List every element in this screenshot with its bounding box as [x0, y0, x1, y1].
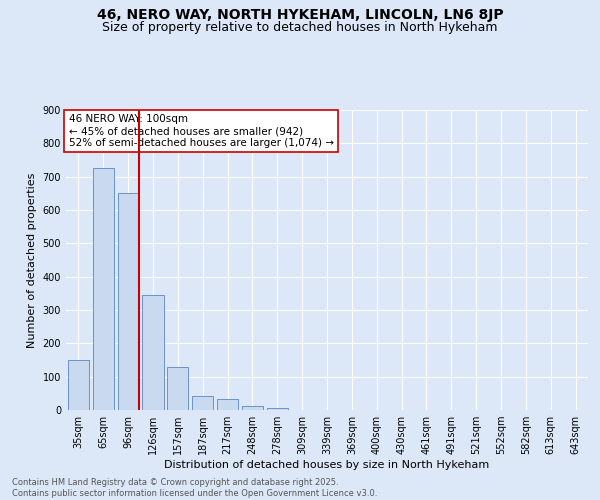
- Bar: [217, 400, 238, 410]
- Bar: [118, 194, 139, 410]
- Bar: [167, 366, 188, 410]
- Bar: [267, 408, 288, 410]
- Text: 46, NERO WAY, NORTH HYKEHAM, LINCOLN, LN6 8JP: 46, NERO WAY, NORTH HYKEHAM, LINCOLN, LN…: [97, 8, 503, 22]
- X-axis label: Distribution of detached houses by size in North Hykeham: Distribution of detached houses by size …: [164, 460, 490, 470]
- Y-axis label: Number of detached properties: Number of detached properties: [27, 172, 37, 348]
- Text: Size of property relative to detached houses in North Hykeham: Size of property relative to detached ho…: [102, 21, 498, 34]
- Text: 46 NERO WAY: 100sqm
← 45% of detached houses are smaller (942)
52% of semi-detac: 46 NERO WAY: 100sqm ← 45% of detached ho…: [68, 114, 334, 148]
- Bar: [142, 295, 164, 410]
- Bar: [192, 396, 213, 410]
- Bar: [68, 360, 89, 410]
- Text: Contains HM Land Registry data © Crown copyright and database right 2025.
Contai: Contains HM Land Registry data © Crown c…: [12, 478, 377, 498]
- Bar: [93, 168, 114, 410]
- Bar: [242, 406, 263, 410]
